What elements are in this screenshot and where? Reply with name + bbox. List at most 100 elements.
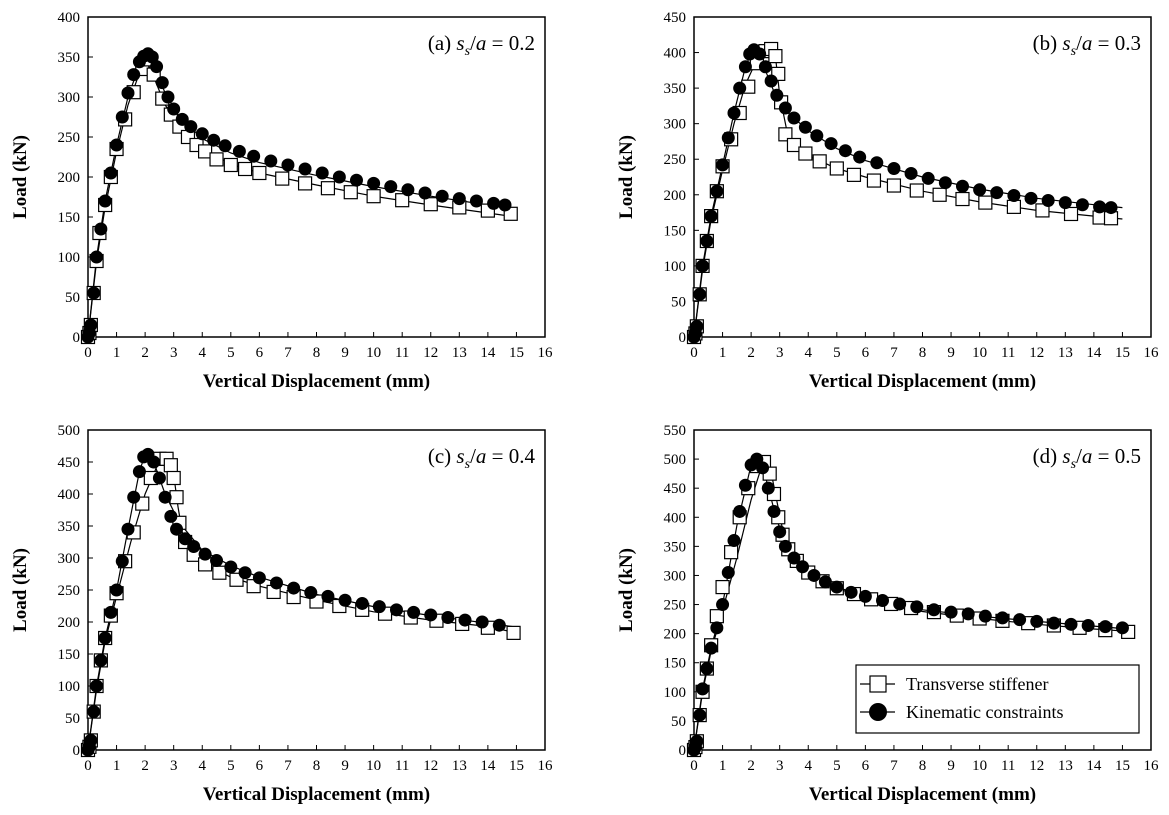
y-tick-label: 300 xyxy=(58,90,81,106)
data-point-circle xyxy=(773,525,787,539)
x-tick-label: 11 xyxy=(395,758,409,774)
data-point-circle xyxy=(893,597,907,611)
data-point-circle xyxy=(210,554,224,568)
y-tick-label: 400 xyxy=(664,46,687,62)
curve-line xyxy=(87,453,517,751)
data-point-circle xyxy=(910,600,924,614)
data-point-circle xyxy=(161,90,175,104)
data-point-circle xyxy=(195,127,209,141)
y-axis-title: Load (kN) xyxy=(10,135,31,219)
x-tick-label: 6 xyxy=(862,345,870,361)
data-point-circle xyxy=(87,286,101,300)
data-point-circle xyxy=(121,522,135,536)
y-tick-label: 200 xyxy=(58,615,81,631)
y-tick-label: 50 xyxy=(671,294,686,310)
x-tick-label: 7 xyxy=(284,345,292,361)
data-point-square xyxy=(768,49,783,64)
data-point-circle xyxy=(178,532,192,546)
data-point-square xyxy=(320,181,336,196)
x-tick-label: 9 xyxy=(341,345,349,361)
data-point-circle xyxy=(435,189,449,203)
data-point-circle xyxy=(853,150,867,164)
x-tick-label: 16 xyxy=(1144,345,1160,361)
data-point-circle xyxy=(338,593,352,607)
data-point-circle xyxy=(700,662,714,676)
data-point-square xyxy=(709,609,724,624)
legend-label-transverse: Transverse stiffener xyxy=(906,674,1048,694)
legend-label-kinematic: Kinematic constraints xyxy=(906,702,1063,722)
panel-a: (a) ss/a = 0.2 Vertical Displacement (mm… xyxy=(10,10,553,392)
data-point-circle xyxy=(753,47,767,61)
data-point-circle xyxy=(710,621,724,635)
x-tick-label: 5 xyxy=(833,758,841,774)
x-tick-label: 7 xyxy=(284,758,292,774)
data-point-circle xyxy=(252,571,266,585)
data-point-circle xyxy=(127,68,141,82)
x-tick-label: 3 xyxy=(776,758,784,774)
data-point-circle xyxy=(407,605,421,619)
x-tick-label: 9 xyxy=(341,758,349,774)
data-point-circle xyxy=(807,568,821,582)
data-point-square xyxy=(724,545,739,560)
y-tick-label: 100 xyxy=(58,679,81,695)
series-transverse-stiffener xyxy=(686,41,1119,345)
data-point-circle xyxy=(1041,193,1055,207)
x-tick-label: 15 xyxy=(509,758,524,774)
x-tick-label: 4 xyxy=(199,345,207,361)
data-point-circle xyxy=(944,605,958,619)
data-point-circle xyxy=(838,144,852,158)
x-tick-label: 12 xyxy=(423,758,438,774)
y-tick-label: 150 xyxy=(58,647,81,663)
data-point-square xyxy=(223,157,238,173)
series-kinematic-constraints xyxy=(81,447,506,757)
data-point-circle xyxy=(1007,188,1021,202)
data-point-circle xyxy=(738,478,752,492)
data-point-square xyxy=(198,144,213,159)
data-point-circle xyxy=(716,158,730,172)
data-point-circle xyxy=(778,539,792,553)
data-point-circle xyxy=(90,250,104,264)
data-point-circle xyxy=(721,566,735,580)
data-point-circle xyxy=(978,609,992,623)
data-point-square xyxy=(846,167,862,182)
data-point-circle xyxy=(372,600,386,614)
data-point-circle xyxy=(355,596,369,610)
data-point-circle xyxy=(187,539,201,553)
data-point-circle xyxy=(198,547,212,561)
data-point-square xyxy=(932,187,947,202)
x-tick-label: 2 xyxy=(141,345,149,361)
data-point-circle xyxy=(758,60,772,74)
x-tick-label: 13 xyxy=(1058,345,1073,361)
x-tick-label: 1 xyxy=(719,758,727,774)
x-tick-label: 10 xyxy=(366,345,381,361)
legend: Transverse stiffener Kinematic constrain… xyxy=(855,664,1140,734)
x-tick-label: 10 xyxy=(972,345,987,361)
data-point-circle xyxy=(824,137,838,151)
y-tick-label: 400 xyxy=(58,10,81,26)
data-point-circle xyxy=(787,111,801,125)
x-tick-label: 16 xyxy=(1144,758,1160,774)
x-tick-label: 13 xyxy=(1058,758,1073,774)
data-point-circle xyxy=(710,184,724,198)
data-point-circle xyxy=(281,158,295,172)
panel-label: (d) ss/a = 0.5 xyxy=(1033,444,1141,472)
y-tick-label: 150 xyxy=(664,223,687,239)
x-tick-label: 4 xyxy=(199,758,207,774)
y-tick-label: 0 xyxy=(73,743,81,759)
y-tick-label: 150 xyxy=(664,656,687,672)
data-point-circle xyxy=(938,176,952,190)
data-point-square xyxy=(955,191,970,207)
panel-label: (b) ss/a = 0.3 xyxy=(1033,31,1141,59)
data-point-circle xyxy=(738,60,752,74)
data-point-square xyxy=(343,185,358,200)
y-tick-label: 300 xyxy=(664,568,687,584)
x-axis-title: Vertical Displacement (mm) xyxy=(203,371,430,392)
legend-box xyxy=(855,664,1140,734)
curve-line xyxy=(87,51,517,338)
y-tick-label: 250 xyxy=(58,130,81,146)
data-point-square xyxy=(423,197,438,212)
data-point-circle xyxy=(401,183,415,197)
data-point-circle xyxy=(904,166,918,180)
data-point-circle xyxy=(164,509,178,523)
x-tick-label: 14 xyxy=(480,758,496,774)
